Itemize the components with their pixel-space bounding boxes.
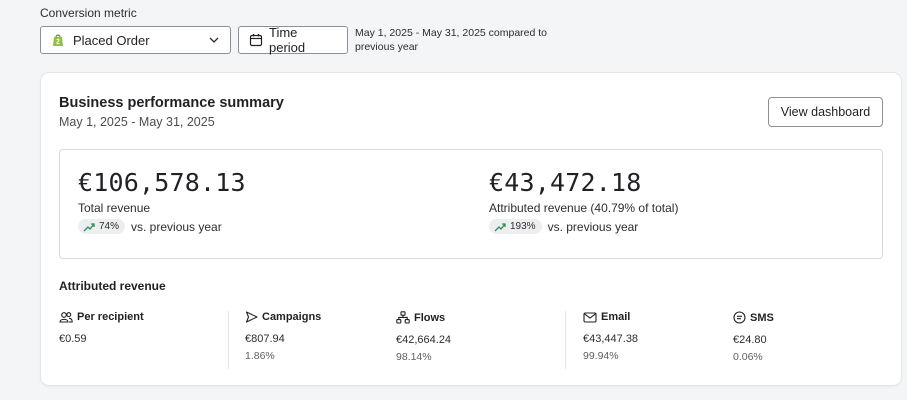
column-value: €43,447.38 (583, 333, 639, 345)
change-text: vs. previous year (131, 219, 222, 234)
change-text: vs. previous year (547, 219, 639, 234)
time-period-label: Time period (269, 25, 306, 55)
total-revenue-label: Total revenue (78, 201, 151, 215)
column-divider (228, 311, 229, 369)
flows-column: Flows €42,664.24 98.14% (396, 311, 451, 369)
attributed-revenue-label: Attributed revenue (40.79% of total) (489, 201, 679, 215)
change-percent: 193% (510, 221, 536, 232)
change-badge: 193% (489, 219, 542, 234)
conversion-metric-select[interactable]: Placed Order (40, 26, 231, 54)
column-percent: 1.86% (245, 350, 275, 362)
column-header: Email (583, 311, 638, 323)
column-percent: 0.06% (733, 351, 763, 363)
column-value: €0.59 (59, 333, 87, 345)
column-value: €42,664.24 (396, 334, 452, 346)
change-badge: 74% (78, 219, 126, 234)
column-percent: 98.14% (396, 351, 432, 363)
attributed-revenue-title: Attributed revenue (59, 279, 166, 293)
trend-up-icon (494, 222, 506, 232)
chevron-down-icon (208, 34, 220, 46)
flows-icon (396, 311, 410, 324)
column-label: SMS (750, 311, 774, 324)
column-header: Per recipient (59, 311, 144, 323)
users-icon (59, 311, 73, 323)
column-header: SMS (733, 311, 774, 324)
attributed-revenue-value: €43,472.18 (489, 168, 642, 197)
column-value: €24.80 (733, 334, 767, 346)
attributed-revenue-kpi: €43,472.18 Attributed revenue (40.79% of… (489, 168, 678, 234)
send-icon (245, 311, 258, 323)
mail-icon (583, 311, 597, 323)
conversion-metric-value: Placed Order (73, 32, 150, 48)
sms-icon (733, 311, 746, 324)
column-header: Campaigns (245, 311, 321, 323)
column-divider (565, 311, 566, 369)
attributed-revenue-change: 193% vs. previous year (489, 219, 678, 234)
trend-up-icon (83, 222, 95, 232)
column-header: Flows (396, 311, 451, 324)
time-period-button[interactable]: Time period (238, 25, 348, 55)
sms-column: SMS €24.80 0.06% (733, 311, 774, 369)
column-label: Per recipient (77, 311, 144, 323)
card-date-range: May 1, 2025 - May 31, 2025 (59, 115, 215, 129)
card-title: Business performance summary (59, 95, 284, 111)
revenue-summary-box: €106,578.13 Total revenue 74% vs. previo… (59, 149, 883, 259)
total-revenue-value: €106,578.13 (78, 168, 246, 197)
total-revenue-change: 74% vs. previous year (78, 219, 246, 234)
campaigns-column: Campaigns €807.94 1.86% (245, 311, 321, 369)
change-percent: 74% (99, 221, 120, 232)
total-revenue-kpi: €106,578.13 Total revenue 74% vs. previo… (78, 168, 246, 234)
column-label: Email (601, 311, 631, 323)
view-dashboard-button[interactable]: View dashboard (768, 97, 883, 127)
shopify-bag-icon (51, 33, 65, 47)
email-column: Email €43,447.38 99.94% (583, 311, 638, 369)
column-value: €807.94 (245, 333, 285, 345)
per-recipient-column: Per recipient €0.59 (59, 311, 144, 369)
business-performance-card: Business performance summary May 1, 2025… (41, 73, 901, 385)
column-label: Flows (414, 311, 446, 324)
calendar-icon (249, 33, 263, 47)
period-comparison-note: May 1, 2025 - May 31, 2025 compared to p… (355, 27, 548, 53)
column-percent: 99.94% (583, 350, 619, 362)
column-label: Campaigns (262, 311, 322, 323)
conversion-metric-label: Conversion metric (40, 6, 137, 20)
attributed-breakdown-row: Per recipient €0.59 Campaigns €807.94 1.… (59, 311, 883, 369)
